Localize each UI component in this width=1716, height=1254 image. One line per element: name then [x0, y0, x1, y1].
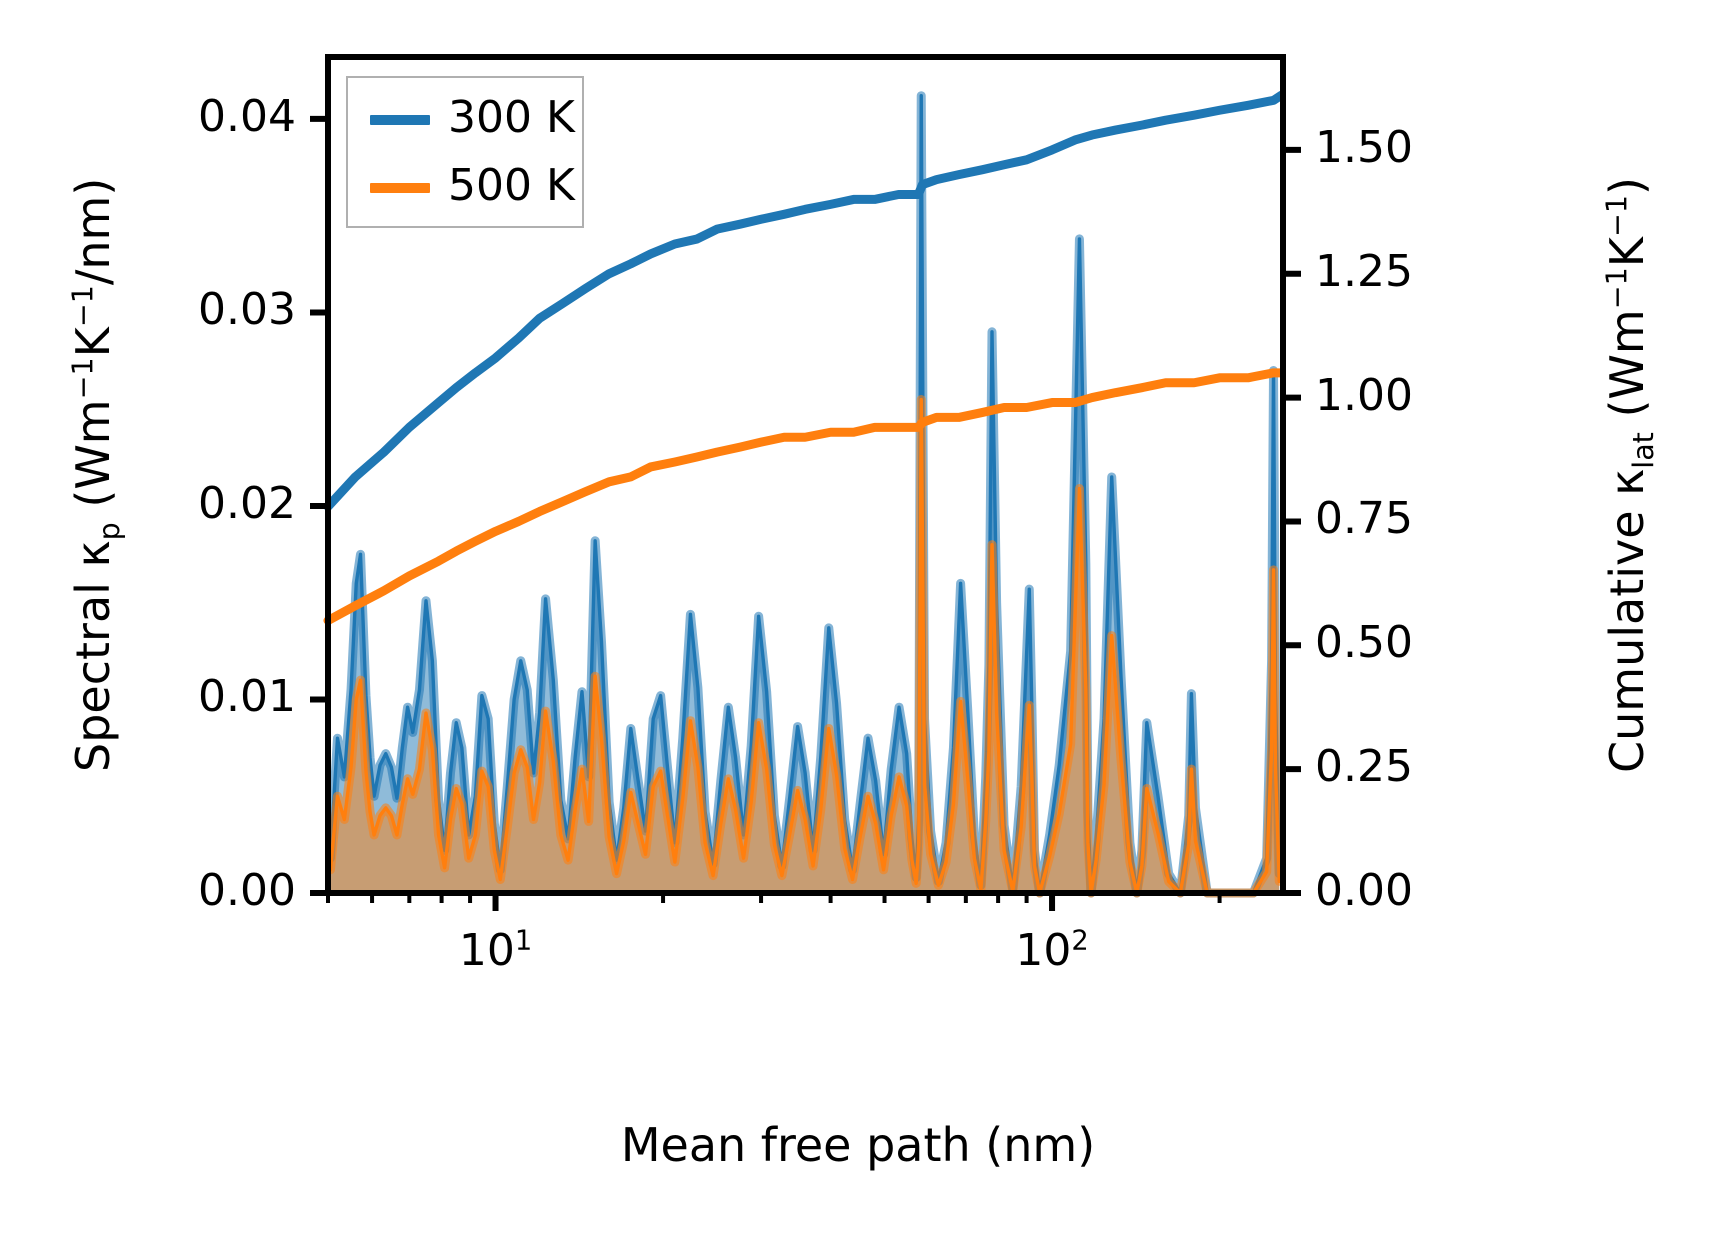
y-tick-label-right: 0.25 [1315, 741, 1413, 793]
legend-swatch-500k [370, 183, 430, 193]
y-tick-label-left: 0.01 [198, 671, 296, 723]
x-axis-title: Mean free path (nm) [620, 1118, 1096, 1172]
x-tick-label: 102 [1015, 925, 1089, 976]
chart-legend: 300 K 500 K [346, 76, 584, 228]
y-tick-label-right: 1.50 [1315, 121, 1413, 173]
legend-item-300k: 300 K [348, 90, 586, 150]
y-tick-label-left: 0.02 [198, 477, 296, 529]
y-tick-label-right: 1.25 [1315, 245, 1413, 297]
spectral-fill-3 [330, 399, 1280, 893]
y-tick-label-right: 0.75 [1315, 493, 1413, 545]
y-tick-label-left: 0.04 [198, 90, 296, 142]
cumulative-line-1 [323, 368, 1286, 626]
y-tick-label-right: 0.00 [1315, 865, 1413, 916]
legend-item-500k: 500 K [348, 158, 586, 218]
plot-frame [325, 54, 1286, 896]
legend-label-300k: 300 K [448, 92, 575, 143]
legend-label-500k: 500 K [448, 160, 575, 211]
y-tick-label-right: 0.50 [1315, 617, 1413, 669]
legend-swatch-300k [370, 115, 430, 125]
cumulative-line-0 [323, 90, 1286, 512]
y-tick-label-right: 1.00 [1315, 369, 1413, 421]
x-tick-label: 101 [458, 925, 533, 976]
y-tick-label-left: 0.00 [198, 865, 296, 916]
y-tick-label-left: 0.03 [198, 284, 296, 336]
